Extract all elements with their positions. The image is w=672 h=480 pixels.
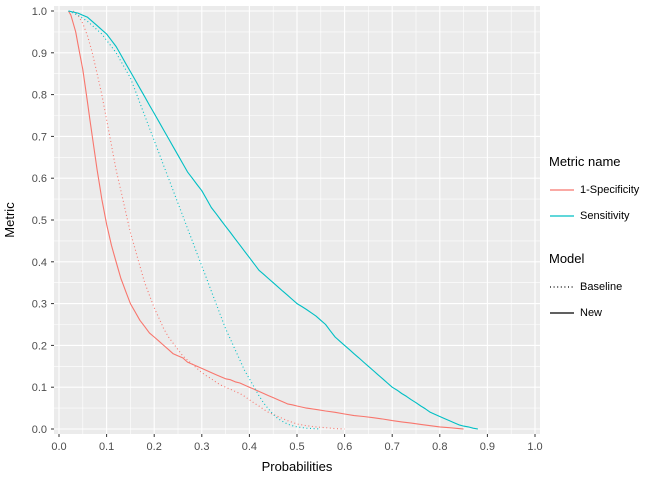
legend-group-metric-name: Metric name 1-Specificity Sensitivity bbox=[549, 154, 672, 229]
legend-entry-1-specificity: 1-Specificity bbox=[549, 177, 672, 203]
x-tick-label: 0.2 bbox=[147, 441, 162, 453]
legend-entry-baseline: Baseline bbox=[549, 274, 672, 300]
x-tick-label: 0.1 bbox=[99, 441, 114, 453]
x-tick-label: 0.6 bbox=[337, 441, 352, 453]
y-tick-label: 0.9 bbox=[32, 48, 47, 60]
y-tick-label: 1.0 bbox=[32, 6, 47, 18]
legend-entry-sensitivity: Sensitivity bbox=[549, 203, 672, 229]
series-line-1-Specificity-New bbox=[68, 10, 464, 430]
x-tick-label: 0.0 bbox=[51, 441, 66, 453]
series-line-Sensitivity-New bbox=[68, 10, 478, 430]
x-tick-label: 0.3 bbox=[194, 441, 209, 453]
legend-key-line-icon bbox=[550, 189, 574, 191]
legend-key-line-icon bbox=[550, 312, 574, 314]
y-tick-label: 0.5 bbox=[32, 215, 47, 227]
x-tick-label: 0.4 bbox=[242, 441, 257, 453]
x-tick-label: 0.7 bbox=[385, 441, 400, 453]
legend-entry-new: New bbox=[549, 300, 672, 326]
legend-key-line-icon bbox=[550, 286, 574, 288]
legend-key-line-icon bbox=[550, 215, 574, 217]
legend-label-baseline: Baseline bbox=[580, 281, 623, 293]
y-tick-label: 0.8 bbox=[32, 90, 47, 102]
x-tick-label: 0.8 bbox=[432, 441, 447, 453]
x-tick-label: 0.9 bbox=[480, 441, 495, 453]
legend: Metric name 1-Specificity Sensitivity Mo… bbox=[549, 0, 672, 480]
y-tick-label: 0.0 bbox=[32, 424, 47, 436]
x-axis-title: Probabilities bbox=[262, 459, 333, 474]
y-tick-label: 0.1 bbox=[32, 382, 47, 394]
y-tick-label: 0.6 bbox=[32, 173, 47, 185]
legend-group-model: Model Baseline New bbox=[549, 251, 672, 326]
x-tick-label: 1.0 bbox=[527, 441, 542, 453]
series-line-Sensitivity-Baseline bbox=[68, 10, 321, 430]
legend-title-metric-name: Metric name bbox=[549, 154, 621, 169]
x-tick-label: 0.5 bbox=[289, 441, 304, 453]
y-axis-title: Metric bbox=[2, 202, 17, 238]
legend-label-1-specificity: 1-Specificity bbox=[580, 184, 640, 196]
y-tick-label: 0.7 bbox=[32, 131, 47, 143]
metric-vs-probability-chart: 0.0 0.1 0.2 0.3 0.4 0.5 0.6 0.7 0.8 0.9 1.0 0.0 0.1 0… bbox=[2, 6, 543, 474]
legend-label-sensitivity: Sensitivity bbox=[580, 210, 630, 222]
y-tick-label: 0.4 bbox=[32, 257, 47, 269]
y-tick-label: 0.2 bbox=[32, 340, 47, 352]
y-tick-label: 0.3 bbox=[32, 299, 47, 311]
legend-title-model: Model bbox=[549, 251, 585, 266]
legend-label-new: New bbox=[580, 307, 603, 319]
